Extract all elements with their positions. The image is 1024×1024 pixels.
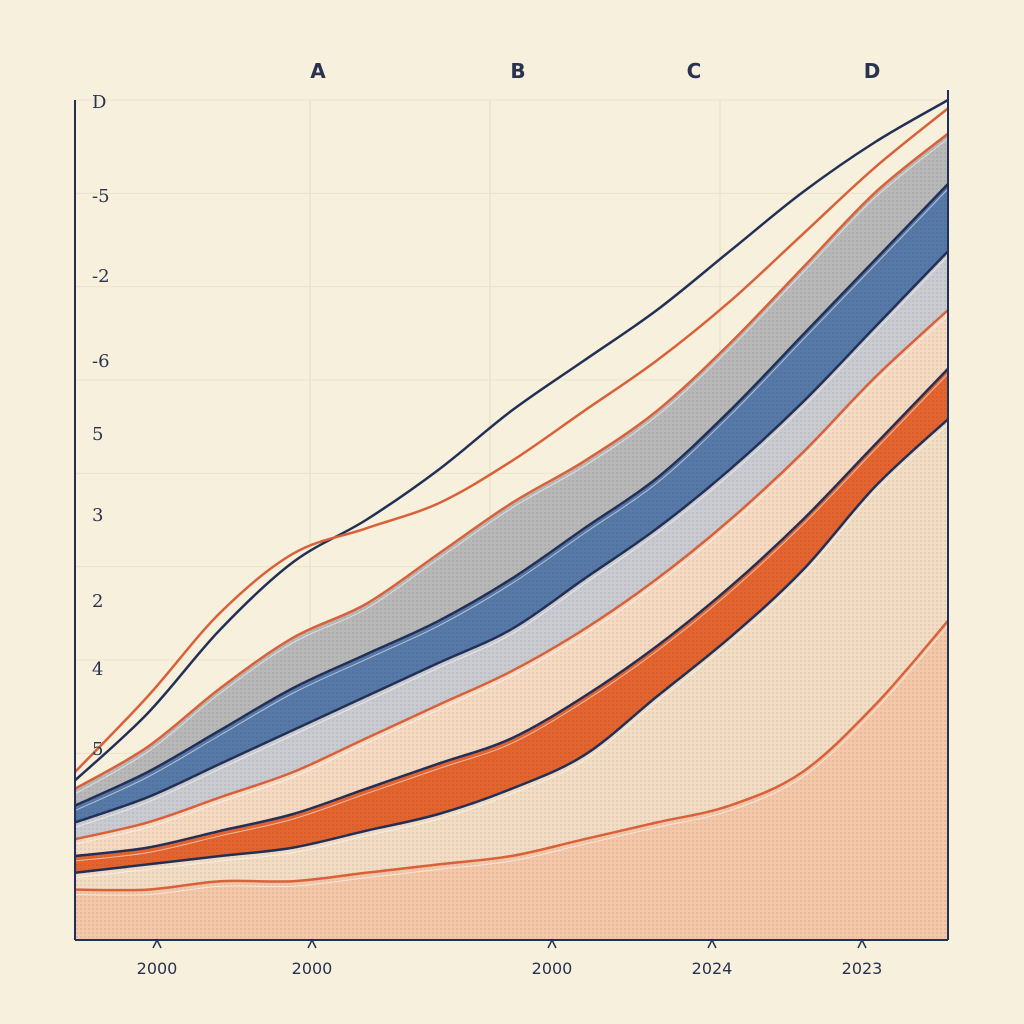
y-tick-label: 5	[92, 424, 103, 445]
x-tick-label: 2000	[532, 959, 573, 978]
axes	[74, 90, 949, 941]
column-label: C	[687, 59, 702, 83]
area-highlight-line	[74, 188, 949, 812]
area-highlight-line	[74, 314, 949, 845]
area-highlight-line	[74, 255, 949, 828]
column-label: A	[310, 59, 326, 83]
x-tick-mark	[547, 938, 557, 949]
outline-series-line	[74, 98, 949, 782]
area-highlight-line	[74, 373, 949, 862]
x-tick-label: 2023	[842, 959, 883, 978]
x-tick-mark	[707, 938, 717, 949]
area-highlight-line	[74, 625, 949, 896]
outline-series-line	[74, 107, 949, 773]
area-edge-line	[74, 250, 949, 824]
x-tick-label: 2024	[692, 959, 733, 978]
column-label: B	[510, 59, 525, 83]
column-label: D	[864, 59, 881, 83]
area-edge-line	[74, 367, 949, 858]
column-labels: A B C D	[310, 59, 880, 83]
area-edge-line	[74, 418, 949, 875]
area-edge-line	[74, 183, 949, 807]
x-tick-label: 2000	[292, 959, 333, 978]
y-tick-labels: D -5 -2 -6 5 3 2 4 5	[92, 92, 110, 760]
area-edge-line	[74, 309, 949, 841]
outline-lines	[74, 98, 949, 782]
y-tick-label: -5	[92, 186, 110, 207]
y-tick-label: 4	[92, 659, 103, 680]
area-highlight-line	[74, 423, 949, 879]
area-layers	[74, 132, 949, 941]
y-tick-label: D	[92, 92, 106, 113]
x-tick-label: 2000	[137, 959, 178, 978]
y-tick-label: 3	[92, 505, 103, 526]
x-tick-mark	[307, 938, 317, 949]
x-tick-labels: 2000 2000 2000 2024 2023	[137, 938, 883, 978]
y-tick-label: -6	[92, 351, 110, 372]
area-highlight-line	[74, 138, 949, 795]
y-tick-label: -2	[92, 266, 110, 287]
area-edge-line	[74, 619, 949, 892]
x-tick-mark	[857, 938, 867, 949]
y-tick-label: 5	[92, 739, 103, 760]
area-texture	[75, 620, 948, 940]
x-tick-mark	[152, 938, 162, 949]
area-edge-line	[74, 132, 949, 790]
y-tick-label: 2	[92, 591, 103, 612]
